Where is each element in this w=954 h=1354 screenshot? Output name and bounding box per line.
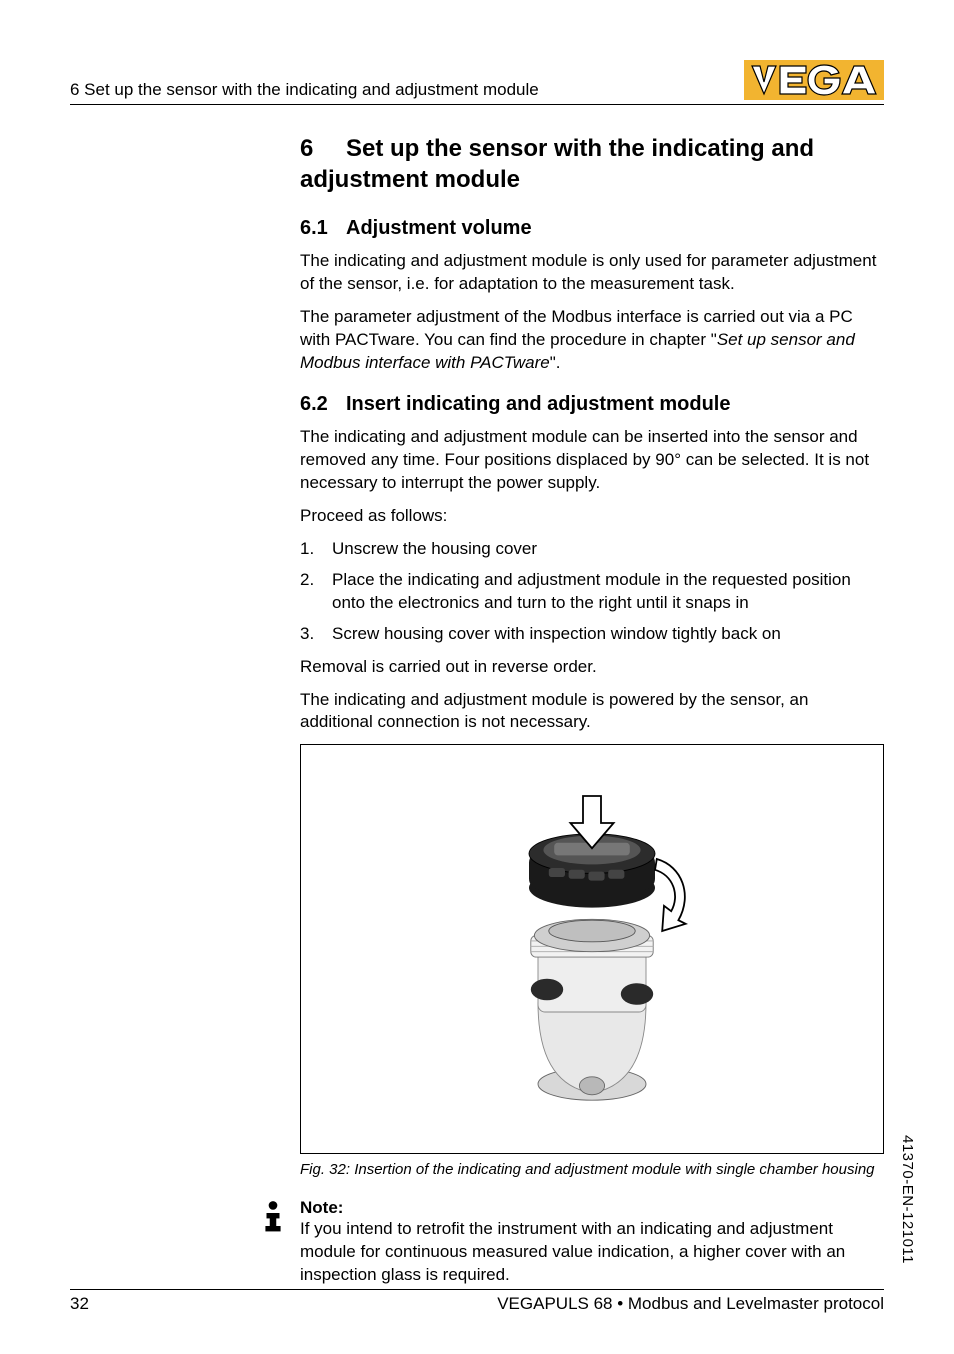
- rotate-arrow-icon: [655, 859, 686, 931]
- sensor-illustration: [412, 749, 772, 1149]
- para-6-1-2: The parameter adjustment of the Modbus i…: [300, 306, 884, 375]
- page-header: 6 Set up the sensor with the indicating …: [70, 60, 884, 105]
- para-6-1-2-post: ".: [550, 353, 561, 372]
- subsection-6-1-number: 6.1: [300, 217, 346, 240]
- vega-logo: [744, 60, 884, 100]
- note-body: If you intend to retrofit the instrument…: [300, 1218, 884, 1287]
- section-heading: 6Set up the sensor with the indicating a…: [300, 133, 884, 195]
- subsection-6-2-number: 6.2: [300, 393, 346, 416]
- content-column: 6Set up the sensor with the indicating a…: [300, 133, 884, 1287]
- steps-list: Unscrew the housing cover Place the indi…: [300, 538, 884, 646]
- page-footer: 32 VEGAPULS 68 • Modbus and Levelmaster …: [70, 1289, 884, 1314]
- para-6-2-3: Removal is carried out in reverse order.: [300, 656, 884, 679]
- footer-doc-title: VEGAPULS 68 • Modbus and Levelmaster pro…: [497, 1294, 884, 1314]
- para-6-2-1: The indicating and adjustment module can…: [300, 426, 884, 495]
- note-label: Note:: [300, 1198, 884, 1218]
- subsection-6-2-title: Insert indicating and adjustment module: [346, 393, 730, 415]
- page-number: 32: [70, 1294, 89, 1314]
- note-text: Note: If you intend to retrofit the inst…: [300, 1198, 884, 1287]
- figure-caption: Fig. 32: Insertion of the indicating and…: [300, 1160, 884, 1180]
- page-container: 6 Set up the sensor with the indicating …: [0, 0, 954, 1354]
- section-number: 6: [300, 133, 346, 164]
- info-icon: [260, 1200, 286, 1233]
- subsection-6-1-title: Adjustment volume: [346, 217, 532, 239]
- step-item: Screw housing cover with inspection wind…: [300, 623, 884, 646]
- note-block: Note: If you intend to retrofit the inst…: [260, 1198, 884, 1287]
- step-item: Place the indicating and adjustment modu…: [300, 569, 884, 615]
- para-6-2-4: The indicating and adjustment module is …: [300, 689, 884, 735]
- para-6-2-2: Proceed as follows:: [300, 505, 884, 528]
- document-code: 41370-EN-121011: [899, 1135, 916, 1264]
- subsection-6-1-heading: 6.1Adjustment volume: [300, 217, 884, 240]
- footer-line: 32 VEGAPULS 68 • Modbus and Levelmaster …: [70, 1289, 884, 1314]
- running-head: 6 Set up the sensor with the indicating …: [70, 80, 539, 100]
- figure-32: [300, 744, 884, 1154]
- section-title-text: Set up the sensor with the indicating an…: [300, 135, 814, 193]
- subsection-6-2-heading: 6.2Insert indicating and adjustment modu…: [300, 393, 884, 416]
- para-6-1-1: The indicating and adjustment module is …: [300, 250, 884, 296]
- step-item: Unscrew the housing cover: [300, 538, 884, 561]
